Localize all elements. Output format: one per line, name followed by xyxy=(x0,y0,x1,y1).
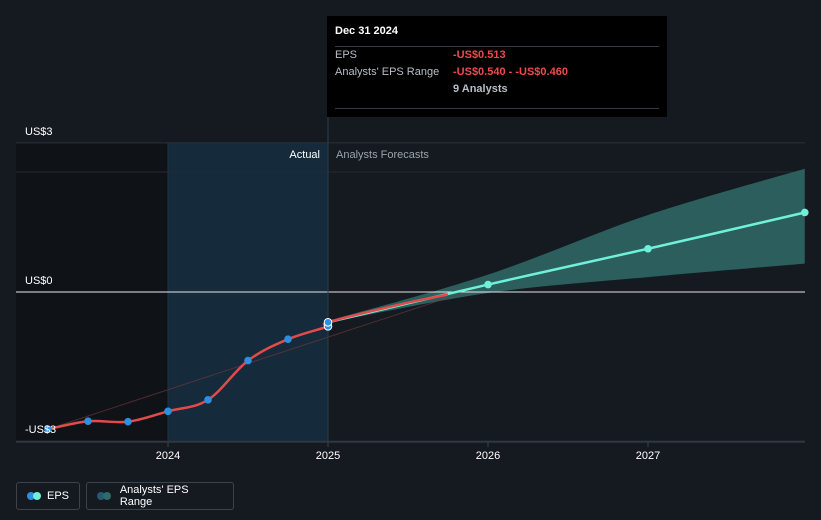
trend-line xyxy=(47,284,489,430)
tooltip-eps-label: EPS xyxy=(335,49,358,61)
legend-eps-toggle[interactable]: EPS xyxy=(16,482,80,510)
legend-range-label: Analysts' EPS Range xyxy=(119,484,189,508)
tooltip-range-value: -US$0.540 - -US$0.460 xyxy=(453,66,568,78)
eps-point[interactable] xyxy=(124,417,132,426)
tooltip-date: Dec 31 2024 xyxy=(335,24,659,47)
eps-point[interactable] xyxy=(323,318,333,327)
legend-range-toggle[interactable]: Analysts' EPS Range xyxy=(86,482,234,510)
tooltip-range-row: Analysts' EPS Range -US$0.540 - -US$0.46… xyxy=(335,64,659,81)
eps-point[interactable] xyxy=(204,396,212,404)
tooltip-range-label: Analysts' EPS Range xyxy=(335,66,440,78)
range-legend-icon xyxy=(97,492,113,500)
forecast-point[interactable] xyxy=(484,280,492,289)
y-tick-label: -US$3 xyxy=(25,424,56,436)
eps-point[interactable] xyxy=(84,417,92,426)
analysts-eps-range-area xyxy=(328,168,805,323)
x-tick-label: 2024 xyxy=(156,450,180,462)
eps-point[interactable] xyxy=(44,425,52,433)
eps-point[interactable] xyxy=(244,356,252,365)
tooltip-analysts-row: 9 Analysts xyxy=(335,81,659,98)
tooltip-eps-value: -US$0.513 xyxy=(453,49,506,61)
legend-eps-label: EPS xyxy=(46,490,69,502)
x-tick-label: 2025 xyxy=(316,450,340,462)
x-tick-label: 2027 xyxy=(636,450,660,462)
forecast-point[interactable] xyxy=(801,208,809,217)
eps-point[interactable] xyxy=(164,407,172,416)
forecast-label: Analysts Forecasts xyxy=(336,149,429,161)
x-tick-label: 2026 xyxy=(476,450,500,462)
actual-label: Actual xyxy=(289,149,320,161)
forecast-point[interactable] xyxy=(644,244,652,253)
tooltip-eps-row: EPS -US$0.513 xyxy=(335,47,659,64)
tooltip-divider xyxy=(335,108,659,109)
y-tick-label: US$0 xyxy=(25,275,53,287)
eps-point[interactable] xyxy=(284,335,292,344)
eps-legend-icon xyxy=(27,492,41,500)
tooltip-spacer xyxy=(335,81,453,98)
tooltip: Dec 31 2024 EPS -US$0.513 Analysts' EPS … xyxy=(327,16,667,117)
y-tick-label: US$3 xyxy=(25,126,53,138)
tooltip-analysts: 9 Analysts xyxy=(453,83,508,95)
